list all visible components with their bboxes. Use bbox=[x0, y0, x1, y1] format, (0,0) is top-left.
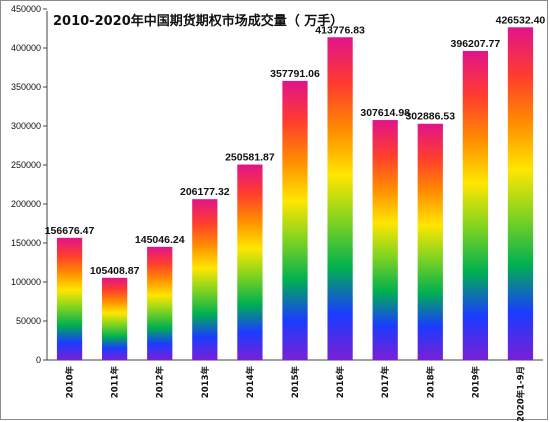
bar-data-label: 413776.83 bbox=[315, 24, 365, 36]
y-axis-ticks: 0 50000 100000 150000 200000 250000 300000 3500… bbox=[11, 4, 47, 365]
bar bbox=[327, 37, 353, 360]
y-tick-label: 450000 bbox=[11, 4, 41, 14]
x-tick-label: 2013年 bbox=[200, 366, 211, 399]
bar-data-label: 156676.47 bbox=[45, 225, 95, 237]
chart-title: 2010-2020年中国期货期权市场成交量（ 万手） bbox=[53, 13, 343, 29]
y-tick-label: 300000 bbox=[11, 121, 41, 131]
y-tick-label: 350000 bbox=[11, 82, 41, 92]
bar bbox=[192, 199, 218, 360]
bar-data-label: 426532.40 bbox=[496, 14, 546, 26]
x-tick-label: 2017年 bbox=[380, 366, 391, 399]
bar bbox=[237, 164, 263, 360]
bar bbox=[56, 237, 83, 360]
bar-data-label: 206177.32 bbox=[180, 186, 230, 198]
bar bbox=[282, 80, 308, 360]
bar bbox=[417, 123, 443, 360]
bar bbox=[507, 27, 534, 361]
data-label-group: 156676.47 105408.87 145046.24 206177.32 2505… bbox=[45, 14, 546, 276]
bar-data-label: 250581.87 bbox=[225, 152, 275, 164]
bar-data-label: 145046.24 bbox=[135, 234, 185, 246]
x-tick-label: 2020年1-9月 bbox=[515, 366, 526, 421]
x-tick-label: 2012年 bbox=[155, 366, 166, 399]
bar-data-label: 105408.87 bbox=[90, 265, 140, 277]
bar bbox=[372, 120, 398, 360]
y-tick-label: 50000 bbox=[16, 316, 41, 326]
y-tick-label: 0 bbox=[36, 355, 41, 365]
x-tick-label: 2011年 bbox=[110, 366, 121, 399]
x-axis-ticks: 2010年 2011年 2012年 2013年 2014年 2015年 2016年 2017年… bbox=[65, 366, 527, 421]
x-tick-label: 2019年 bbox=[470, 366, 481, 399]
bar-data-label: 357791.06 bbox=[270, 68, 320, 80]
bar-data-label: 396207.77 bbox=[451, 38, 501, 50]
y-tick-label: 400000 bbox=[11, 43, 41, 53]
y-tick-label: 200000 bbox=[11, 199, 41, 209]
bar-group bbox=[56, 27, 534, 361]
x-tick-label: 2016年 bbox=[335, 366, 346, 399]
x-tick-label: 2018年 bbox=[425, 366, 436, 399]
bar bbox=[102, 277, 128, 360]
bar bbox=[462, 50, 488, 360]
y-tick-label: 150000 bbox=[11, 238, 41, 248]
x-tick-label: 2010年 bbox=[65, 366, 76, 399]
x-tick-label: 2015年 bbox=[290, 366, 301, 399]
x-tick-label: 2014年 bbox=[245, 366, 256, 399]
bar-data-label: 307614.98 bbox=[360, 107, 410, 119]
y-tick-label: 250000 bbox=[11, 160, 41, 170]
bar bbox=[147, 246, 173, 360]
y-tick-label: 100000 bbox=[11, 277, 41, 287]
bar-data-label: 302886.53 bbox=[405, 111, 455, 123]
